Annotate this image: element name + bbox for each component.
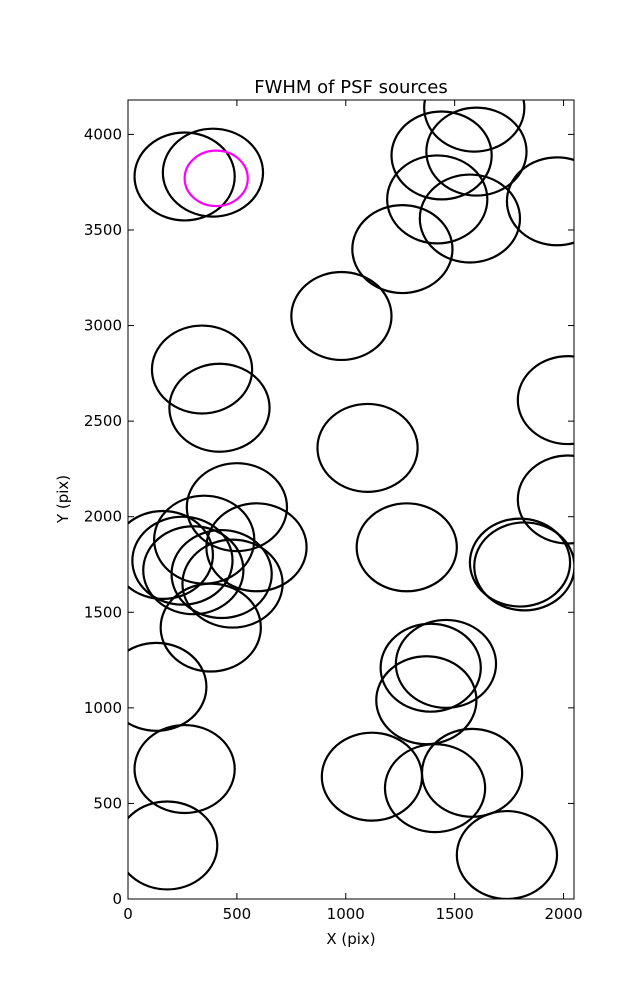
source-marker-22 bbox=[205, 502, 308, 593]
source-marker-6 bbox=[390, 110, 493, 201]
source-marker-14 bbox=[516, 454, 574, 545]
source-marker-0 bbox=[133, 131, 236, 222]
source-marker-25 bbox=[468, 517, 572, 608]
source-marker-32 bbox=[128, 800, 219, 891]
data-points bbox=[128, 100, 574, 899]
plot-frame bbox=[127, 99, 575, 900]
highlight-source-marker-0 bbox=[183, 149, 249, 208]
x-tick-label: 0 bbox=[123, 905, 133, 923]
y-tick-label: 4000 bbox=[84, 125, 122, 143]
y-tick-label: 3000 bbox=[84, 317, 122, 335]
source-marker-9 bbox=[386, 154, 489, 245]
source-marker-3 bbox=[168, 362, 271, 453]
source-marker-21 bbox=[185, 462, 289, 553]
source-marker-28 bbox=[379, 622, 482, 713]
x-tick-label: 1500 bbox=[436, 905, 474, 923]
source-marker-36 bbox=[455, 809, 559, 899]
source-marker-23 bbox=[159, 582, 262, 673]
x-tick-label: 500 bbox=[223, 905, 252, 923]
y-tick-label: 500 bbox=[93, 794, 122, 812]
y-tick-label: 2000 bbox=[84, 508, 122, 526]
x-tick-label: 1000 bbox=[327, 905, 365, 923]
source-marker-24 bbox=[355, 502, 458, 593]
source-marker-19 bbox=[170, 528, 273, 620]
source-marker-10 bbox=[418, 173, 522, 264]
source-marker-1 bbox=[161, 127, 265, 218]
source-marker-31 bbox=[133, 723, 236, 815]
source-marker-20 bbox=[181, 538, 284, 629]
source-marker-4 bbox=[290, 270, 393, 362]
y-tick-label: 1000 bbox=[84, 699, 122, 717]
source-marker-5 bbox=[351, 204, 454, 295]
source-marker-33 bbox=[320, 731, 424, 822]
y-tick-label: 2500 bbox=[84, 412, 122, 430]
y-axis-ticks: 0 500 1000 1500 2000 2500 3000 3500 4000 bbox=[84, 125, 574, 908]
source-marker-17 bbox=[142, 525, 245, 616]
x-axis-ticks: 0 500 1000 1500 2000 bbox=[123, 100, 583, 923]
source-marker-26 bbox=[473, 521, 574, 612]
source-marker-27 bbox=[128, 641, 208, 732]
y-tick-label: 1500 bbox=[84, 603, 122, 621]
chart-title: FWHM of PSF sources bbox=[254, 77, 448, 98]
source-marker-13 bbox=[316, 402, 419, 493]
source-marker-2 bbox=[150, 324, 254, 415]
source-marker-12 bbox=[516, 355, 574, 446]
x-axis-label: X (pix) bbox=[326, 930, 375, 948]
source-marker-29 bbox=[394, 618, 498, 709]
source-marker-35 bbox=[420, 727, 524, 818]
source-marker-16 bbox=[131, 515, 234, 606]
y-tick-label: 3500 bbox=[84, 221, 122, 239]
source-marker-34 bbox=[383, 743, 487, 834]
source-marker-8 bbox=[423, 100, 526, 153]
y-tick-label: 0 bbox=[112, 890, 122, 908]
source-marker-7 bbox=[425, 106, 528, 197]
source-marker-30 bbox=[375, 655, 478, 746]
source-marker-15 bbox=[128, 509, 215, 600]
y-axis-label: Y (pix) bbox=[54, 475, 72, 524]
source-marker-11 bbox=[505, 156, 574, 247]
x-tick-label: 2000 bbox=[544, 905, 582, 923]
